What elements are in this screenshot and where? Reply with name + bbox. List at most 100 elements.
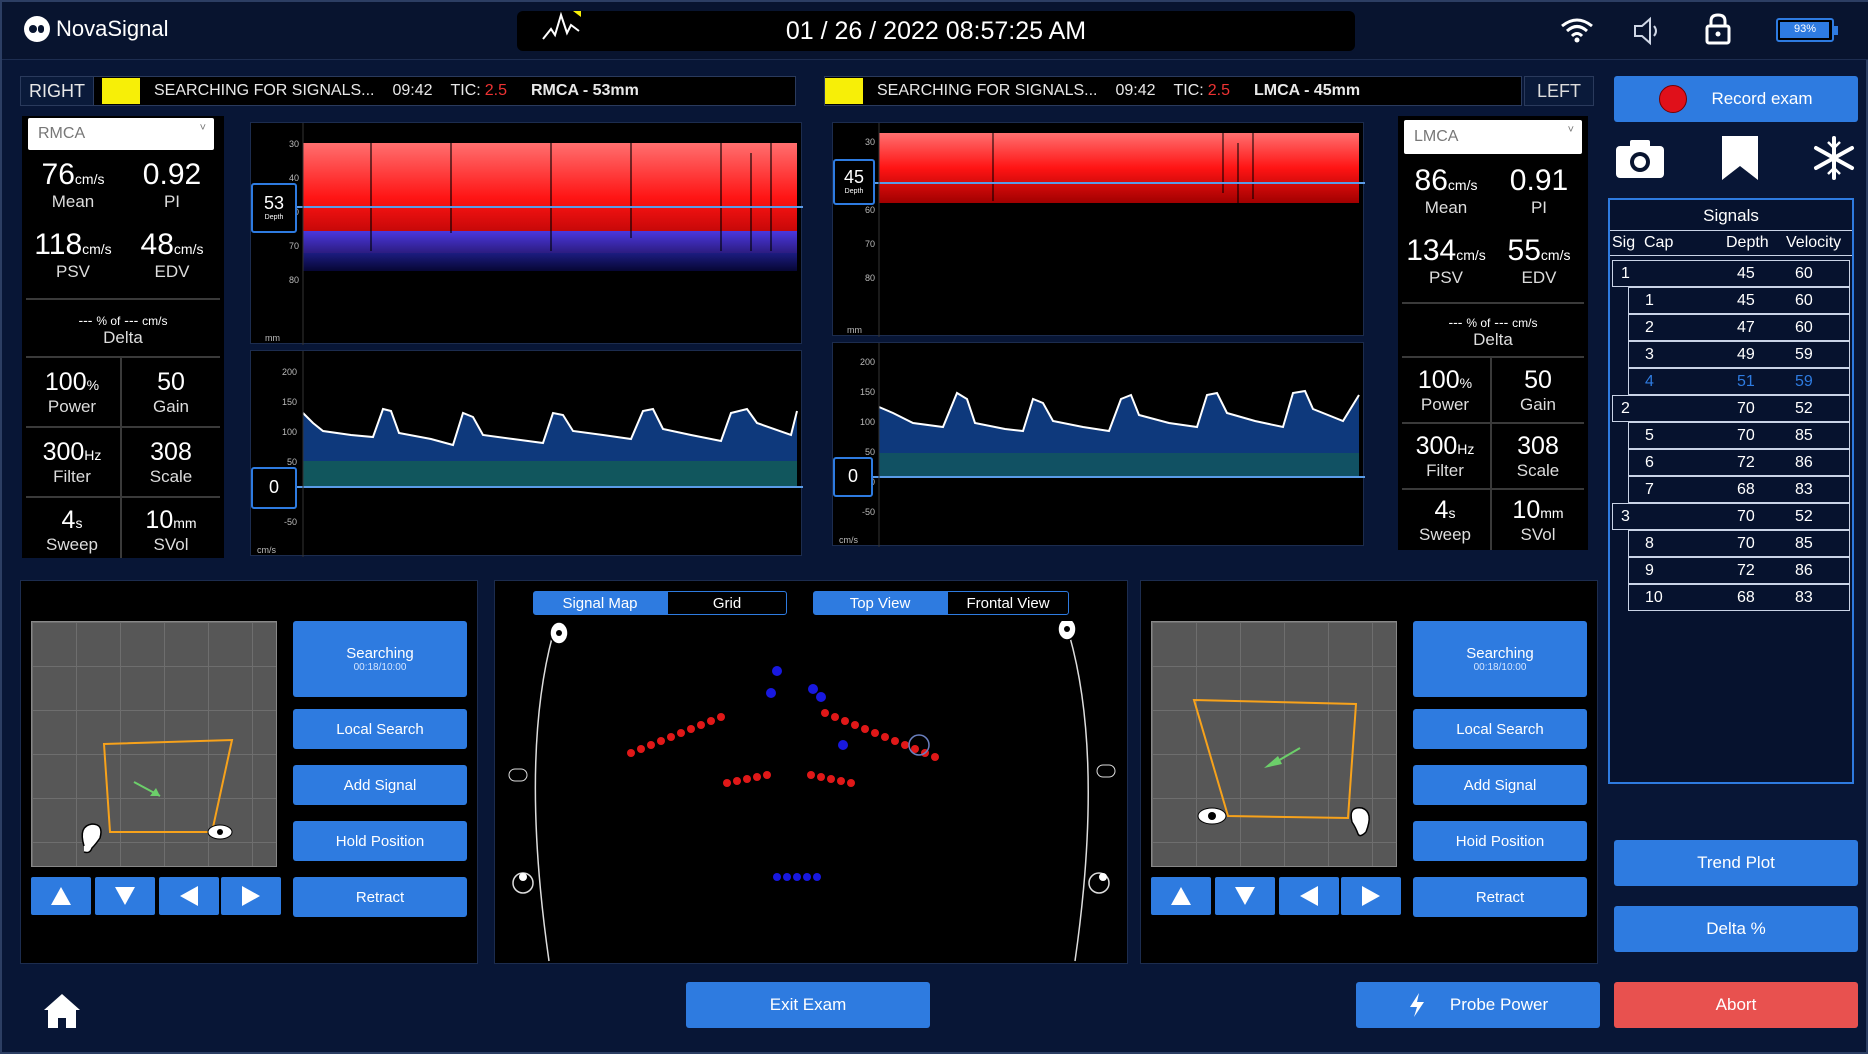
scale-setting[interactable]: 308 Scale — [149, 438, 193, 486]
chevron-down-icon: ˅ — [1567, 124, 1574, 136]
up-arrow-button[interactable] — [1151, 877, 1211, 915]
power-setting[interactable]: 100% Power — [1417, 366, 1473, 414]
cell-cap: 5 — [1645, 427, 1654, 444]
filter-setting[interactable]: 300Hz Filter — [42, 438, 102, 486]
cell-velocity: 85 — [1795, 427, 1813, 444]
probe-power-button[interactable]: Probe Power — [1356, 982, 1600, 1028]
gain-setting[interactable]: 50 Gain — [153, 368, 189, 416]
table-row[interactable]: 5 70 85 — [1628, 422, 1850, 449]
logo-text: NovaSignal — [56, 16, 169, 41]
camera-icon[interactable] — [1614, 136, 1666, 180]
right-side-label: RIGHT — [21, 77, 94, 105]
down-arrow-button[interactable] — [1215, 877, 1275, 915]
table-row[interactable]: 4 51 59 — [1628, 368, 1850, 395]
cell-depth: 68 — [1737, 589, 1755, 606]
svol-setting[interactable]: 10mm SVol — [1512, 496, 1564, 544]
speaker-icon[interactable] — [1632, 16, 1662, 46]
velocity-unit: cm/s — [257, 545, 276, 555]
left-spectral-waveform — [833, 343, 1365, 547]
filter-setting[interactable]: 300Hz Filter — [1415, 432, 1475, 480]
svol-setting[interactable]: 10mm SVol — [145, 506, 197, 554]
add-signal-button[interactable]: Add Signal — [1413, 765, 1587, 805]
pi-metric: 0.92 PI — [142, 158, 202, 211]
tab-grid[interactable]: Grid — [667, 591, 787, 615]
bookmark-icon[interactable] — [1720, 134, 1760, 182]
table-row[interactable]: 9 72 86 — [1628, 557, 1850, 584]
tab-top-view[interactable]: Top View — [813, 591, 947, 615]
probe-region — [1192, 698, 1358, 820]
depth-indicator[interactable]: 45 Depth — [833, 159, 875, 205]
table-row[interactable]: 1 45 60 — [1612, 260, 1850, 287]
gain-setting[interactable]: 50 Gain — [1520, 366, 1556, 414]
baseline-indicator[interactable]: 0 — [251, 467, 297, 509]
cell-sig: 1 — [1621, 265, 1630, 282]
baseline-indicator[interactable]: 0 — [833, 457, 873, 497]
right-arrow-button[interactable] — [221, 877, 281, 915]
local-search-button[interactable]: Local Search — [293, 709, 467, 749]
selected-signal-marker[interactable] — [908, 734, 930, 756]
trend-plot-button[interactable]: Trend Plot — [1614, 840, 1858, 886]
retract-button[interactable]: Retract — [1413, 877, 1587, 917]
left-arrow-button[interactable] — [1279, 877, 1339, 915]
right-spectral-waveform — [251, 351, 803, 557]
tab-signal-map[interactable]: Signal Map — [533, 591, 667, 615]
table-row[interactable]: 2 47 60 — [1628, 314, 1850, 341]
tab-frontal-view[interactable]: Frontal View — [947, 591, 1069, 615]
vessel-select[interactable]: LMCA ˅ — [1404, 120, 1582, 154]
add-signal-button[interactable]: Add Signal — [293, 765, 467, 805]
right-spectral-display: 200150100500-50 cm/s 0 — [250, 350, 803, 557]
eye-icon — [1197, 807, 1227, 825]
freeze-icon[interactable] — [1812, 136, 1856, 180]
table-row[interactable]: 1 45 60 — [1628, 287, 1850, 314]
table-row[interactable]: 6 72 86 — [1628, 449, 1850, 476]
record-exam-button[interactable]: Record exam — [1614, 76, 1858, 122]
scale-setting[interactable]: 308 Scale — [1516, 432, 1560, 480]
velocity-scale: 200150100500-50 — [859, 357, 875, 517]
datetime-text: 01 / 26 / 2022 08:57:25 AM — [785, 16, 1087, 45]
local-search-button[interactable]: Local Search — [1413, 709, 1587, 749]
cell-velocity: 52 — [1795, 400, 1813, 417]
vessel-select[interactable]: RMCA ˅ — [28, 118, 214, 150]
depth-indicator[interactable]: 53 Depth — [251, 183, 297, 233]
retract-button[interactable]: Retract — [293, 877, 467, 917]
left-arrow-button[interactable] — [159, 877, 219, 915]
sweep-setting[interactable]: 4s Sweep — [1419, 496, 1471, 544]
table-row[interactable]: 7 68 83 — [1628, 476, 1850, 503]
probe-position-grid[interactable] — [31, 621, 277, 867]
depth-scale: 3050607080 — [864, 137, 875, 283]
table-row[interactable]: 10 68 83 — [1628, 584, 1850, 611]
searching-button[interactable]: Searching 00:18/10:00 — [293, 621, 467, 697]
table-row[interactable]: 3 49 59 — [1628, 341, 1850, 368]
right-mmode-image — [251, 123, 803, 345]
ear-icon — [549, 621, 569, 645]
waveform-icon — [542, 11, 581, 40]
home-icon[interactable] — [42, 992, 82, 1030]
edv-metric: 48cm/s EDV — [140, 228, 204, 281]
chevron-down-icon: ˅ — [199, 122, 206, 134]
signal-map-canvas[interactable] — [495, 621, 1129, 965]
right-mmode-display: 3040607080 mm 53 Depth — [250, 122, 803, 345]
table-row[interactable]: 8 70 85 — [1628, 530, 1850, 557]
hold-position-button[interactable]: Hold Position — [293, 821, 467, 861]
searching-button[interactable]: Searching 00:18/10:00 — [1413, 621, 1587, 697]
sweep-setting[interactable]: 4s Sweep — [46, 506, 98, 554]
hold-position-button[interactable]: Hoid Position — [1413, 821, 1587, 861]
delta-percent-button[interactable]: Delta % — [1614, 906, 1858, 952]
power-setting[interactable]: 100% Power — [44, 368, 100, 416]
tic-label: TIC: — [450, 82, 481, 99]
right-status-bar: RIGHT SEARCHING FOR SIGNALS... 09:42 TIC… — [20, 76, 796, 106]
status-time: 09:42 — [392, 82, 433, 99]
abort-button[interactable]: Abort — [1614, 982, 1858, 1028]
table-row[interactable]: 3 70 52 — [1612, 503, 1850, 530]
probe-position-grid[interactable] — [1151, 621, 1397, 867]
exit-exam-button[interactable]: Exit Exam — [686, 982, 930, 1028]
battery-icon: 93% — [1776, 18, 1838, 42]
velocity-scale: 200150100500-50 — [281, 367, 297, 527]
lock-icon[interactable] — [1704, 12, 1732, 46]
wifi-icon — [1561, 18, 1593, 43]
right-arrow-button[interactable] — [1341, 877, 1401, 915]
up-arrow-button[interactable] — [31, 877, 91, 915]
table-row[interactable]: 2 70 52 — [1612, 395, 1850, 422]
down-arrow-button[interactable] — [95, 877, 155, 915]
